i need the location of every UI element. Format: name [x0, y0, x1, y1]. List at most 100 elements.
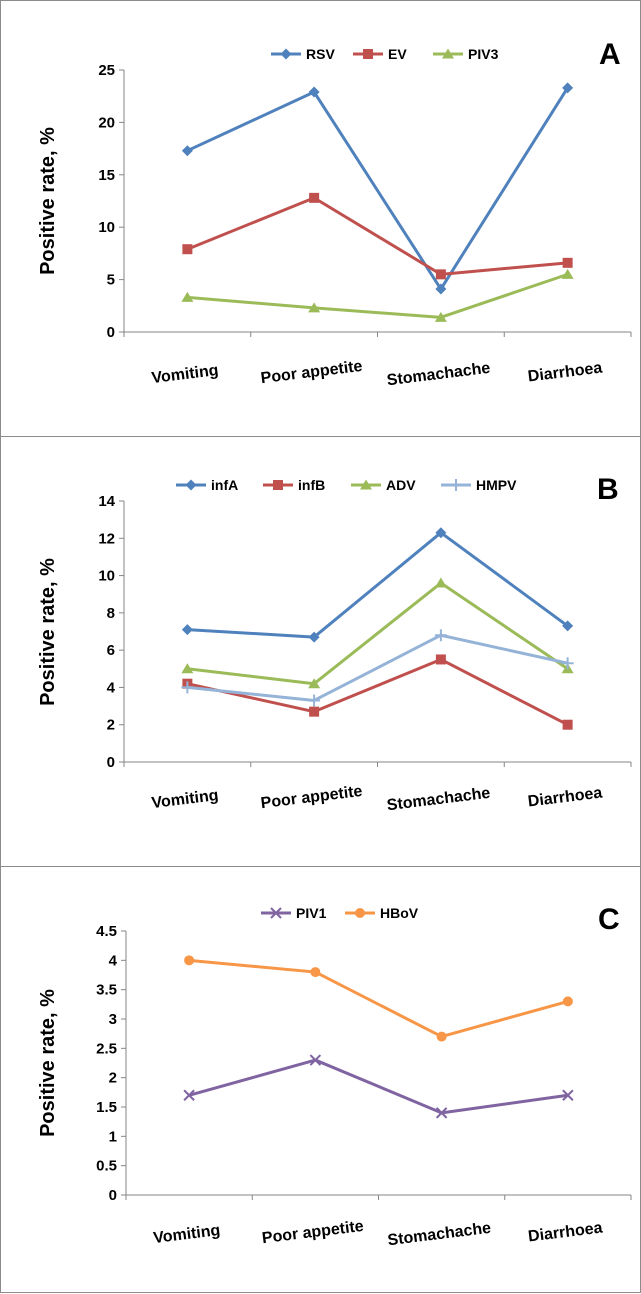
- chart-c-y-tick-label: 0: [109, 1187, 117, 1204]
- chart-b-series-adv-point: [308, 678, 321, 689]
- chart-c-category-label: Diarrhoea: [527, 1220, 603, 1246]
- chart-b-series-hmpv-point: [561, 657, 574, 670]
- chart-a-series-piv3-line: [187, 272, 569, 319]
- chart-c-legend-hbov-label: HBoV: [380, 905, 419, 921]
- chart-c-y-tick-label: 0.5: [96, 1158, 117, 1175]
- chart-b-series-infb-point: [562, 719, 573, 730]
- chart-b-series-hmpv-point: [308, 694, 321, 707]
- chart-a-svg: 0 5 10 15 20 25 Vomiting Poor appetite Stomachac…: [37, 38, 632, 390]
- chart-a-y-tick-label: 5: [107, 272, 115, 289]
- chart-a-panel-letter: A: [599, 38, 621, 71]
- chart-c-series-piv1-line: [188, 1058, 569, 1115]
- chart-c-y-tick-label: 3.5: [96, 982, 117, 999]
- chart-b-series-infb-point: [435, 654, 446, 665]
- chart-a-series-rsv-point: [308, 86, 320, 98]
- chart-b-series-infa-line: [187, 531, 569, 639]
- chart-b-y-tick-label: 2: [107, 717, 115, 734]
- chart-b-y-tick-label: 4: [107, 679, 116, 696]
- chart-b-legend-hmpv-marker: [450, 479, 462, 491]
- chart-b-series-hmpv-point: [434, 629, 447, 642]
- chart-a-series-rsv-line: [186, 87, 569, 291]
- chart-c-y-tick-label: 2.5: [96, 1040, 117, 1057]
- chart-b-category-label: Poor appetite: [260, 783, 364, 812]
- chart-b-legend-adv-label: ADV: [386, 477, 416, 493]
- chart-a-series-ev-point: [309, 192, 320, 203]
- chart-a-series-piv3-point: [308, 302, 321, 313]
- chart-c-legend-piv1-marker: [270, 907, 282, 919]
- chart-a-legend-rsv-marker: [280, 48, 292, 60]
- chart-c-series-piv1-point: [435, 1107, 448, 1119]
- chart-a-y-tick-label: 20: [98, 114, 115, 131]
- chart-c-series-piv1-point: [183, 1089, 195, 1101]
- chart-b-series-adv-line: [187, 581, 569, 686]
- chart-a-y-tick-label: 10: [98, 219, 115, 236]
- chart-a-legend-ev-label: EV: [388, 46, 407, 62]
- chart-c-series-hbov-point: [562, 996, 573, 1007]
- chart-c-y-tick-label: 3: [109, 1011, 117, 1028]
- chart-a-series-rsv-point: [562, 82, 574, 94]
- chart-c-series-piv1-point: [562, 1089, 574, 1101]
- chart-b-series-infa-point: [308, 631, 320, 643]
- chart-b-series-infa-point: [435, 527, 447, 539]
- chart-b-y-tick-label: 12: [98, 530, 115, 547]
- chart-b-panel-letter: B: [597, 473, 619, 506]
- chart-b-legend-hmpv-label: HMPV: [476, 477, 517, 493]
- chart-b-category-label: Diarrhoea: [527, 785, 603, 811]
- chart-a-y-tick-label: 0: [107, 324, 115, 341]
- chart-a-series-ev-point: [435, 269, 446, 280]
- chart-b-legend-infa-marker: [185, 479, 197, 491]
- chart-a-category-label: Diarrhoea: [527, 360, 603, 386]
- chart-a-y-tick-label: 15: [98, 167, 115, 184]
- chart-b-category-label: Stomachache: [386, 785, 491, 815]
- chart-b-series-infa-point: [181, 624, 193, 636]
- chart-a-series-ev-point: [562, 257, 573, 268]
- chart-c-category-label: Poor appetite: [261, 1218, 365, 1247]
- chart-c-category-label: Vomiting: [152, 1222, 221, 1247]
- chart-a-series-ev-line: [186, 196, 568, 276]
- chart-b-legend-infb-label: infB: [298, 477, 325, 493]
- chart-b-category-label: Vomiting: [151, 787, 220, 812]
- chart-a-legend-piv3-marker: [442, 48, 454, 59]
- chart-a-series-rsv-point: [435, 283, 447, 295]
- chart-b-legend-infb-marker: [273, 480, 283, 490]
- chart-c-series-hbov-point: [310, 967, 321, 978]
- chart-b-y-tick-label: 8: [107, 605, 115, 622]
- chart-b-legend-infa-label: infA: [211, 477, 238, 493]
- chart-a-category-label: Vomiting: [151, 362, 220, 387]
- chart-b-series-infb-line: [187, 657, 569, 727]
- chart-b-series-infb-point: [309, 706, 320, 717]
- chart-c-category-label: Stomachache: [387, 1220, 492, 1250]
- chart-c-series-hbov-point: [184, 955, 195, 966]
- chart-b-y-tick-label: 0: [107, 754, 115, 771]
- chart-c-y-tick-label: 2: [109, 1070, 117, 1087]
- chart-b-series-adv-point: [181, 663, 194, 674]
- chart-b-series-adv-point: [434, 577, 447, 588]
- chart-a-y-tick-label: 25: [98, 62, 115, 79]
- chart-c-legend-hbov-marker: [355, 908, 365, 918]
- chart-a-category-label: Stomachache: [386, 360, 491, 390]
- chart-c-legend-piv1-label: PIV1: [296, 905, 327, 921]
- chart-b-y-axis-title: Positive rate, %: [37, 558, 59, 706]
- chart-a-series-piv3-point: [434, 311, 447, 322]
- chart-a-legend-rsv-label: RSV: [306, 46, 335, 62]
- chart-c-y-tick-label: 4.5: [96, 923, 117, 940]
- chart-c-y-tick-label: 4: [109, 952, 118, 969]
- chart-b-svg: 0 2 4 6 8 10 12 14 Vomiting Poor appetite Stomacha…: [37, 473, 632, 815]
- chart-b-y-tick-label: 10: [98, 568, 115, 585]
- chart-a-series-rsv-point: [181, 145, 193, 157]
- chart-a-y-axis-title: Positive rate, %: [37, 127, 59, 275]
- chart-c-panel-letter: C: [598, 903, 620, 936]
- chart-a-series-piv3-point: [561, 268, 574, 279]
- chart-b-y-tick-label: 14: [98, 493, 115, 510]
- chart-a-series-ev-point: [182, 244, 193, 255]
- chart-a-category-label: Poor appetite: [260, 358, 364, 387]
- chart-b-y-tick-label: 6: [107, 642, 115, 659]
- chart-b-legend-adv-marker: [360, 479, 372, 490]
- chart-c-y-tick-label: 1: [109, 1128, 117, 1145]
- chart-panel-c: 0 0.5 1 1.5 2 2.5 3 3.5 4 4.5 Vomiting Poor appetit…: [0, 866, 641, 1293]
- chart-b-series-hmpv-line: [187, 633, 568, 702]
- chart-c-series-hbov-line: [188, 958, 569, 1039]
- chart-c-y-axis-title: Positive rate, %: [37, 989, 59, 1137]
- chart-panel-a: 0 5 10 15 20 25 Vomiting Poor appetite Stomachac…: [0, 0, 641, 437]
- chart-b-series-infa-point: [562, 620, 574, 632]
